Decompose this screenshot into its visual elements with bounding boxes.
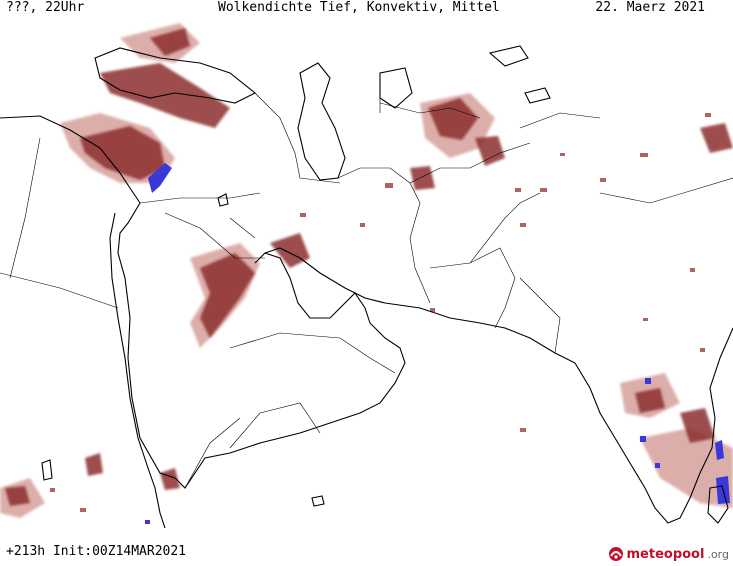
cloud-specks	[50, 113, 711, 512]
meteopool-logo-icon	[608, 547, 623, 561]
map-panel	[0, 18, 733, 528]
country-borders	[0, 88, 733, 489]
coastlines	[0, 45, 733, 528]
forecast-date: 22. Maerz 2021	[595, 0, 705, 15]
cloud-layer-light	[0, 23, 733, 518]
cloud-layer-dense	[5, 28, 733, 506]
logo-tld: .org	[707, 547, 729, 561]
logo-name: meteopool	[626, 546, 705, 562]
meteopool-logo[interactable]: meteopool .org	[608, 546, 729, 562]
map-title: Wolkendichte Tief, Konvektiv, Mittel	[218, 0, 500, 15]
header-region-time: ???, 22Uhr	[6, 0, 85, 15]
model-run-info: +213h Init:00Z14MAR2021	[6, 544, 187, 559]
convective-cores	[145, 163, 730, 524]
cloud-cover-map	[0, 23, 733, 528]
